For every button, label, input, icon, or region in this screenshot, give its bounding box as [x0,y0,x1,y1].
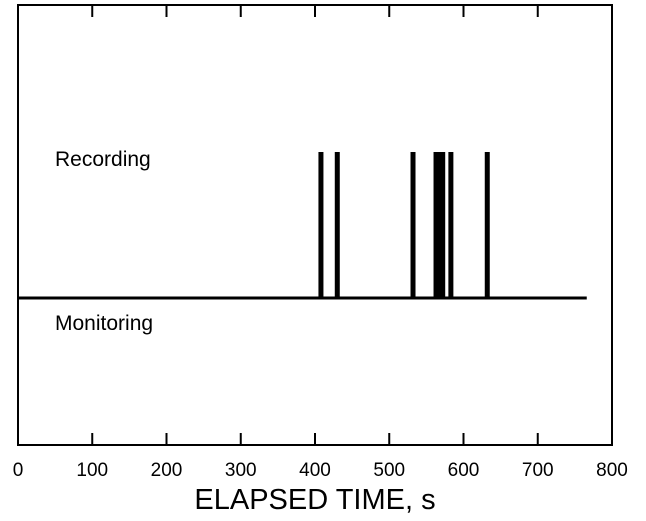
x-axis-tick-labels: 0 100 200 300 400 500 600 700 800 [13,460,628,481]
x-tick-label-1: 100 [76,460,108,481]
event-series [18,152,587,300]
x-tick-label-4: 400 [299,460,331,481]
x-tick-label-8: 800 [596,460,628,481]
recording-event-3 [433,152,439,299]
x-tick-label-2: 200 [151,460,183,481]
x-tick-label-3: 300 [225,460,257,481]
recording-event-1 [334,152,340,299]
recording-event-5 [440,152,446,299]
x-axis-ticks [17,5,613,445]
recording-event-2 [410,152,416,299]
x-tick-label-5: 500 [373,460,405,481]
monitoring-label: Monitoring [55,312,153,335]
recording-label: Recording [55,148,151,171]
recording-event-0 [318,152,324,299]
x-axis-title: ELAPSED TIME, s [194,484,435,516]
x-tick-label-6: 600 [448,460,480,481]
recording-event-4 [437,152,443,299]
x-tick-label-0: 0 [13,460,24,481]
recording-event-6 [448,152,454,299]
x-tick-label-7: 700 [522,460,554,481]
recording-event-7 [484,152,490,299]
plot-frame [17,4,613,446]
